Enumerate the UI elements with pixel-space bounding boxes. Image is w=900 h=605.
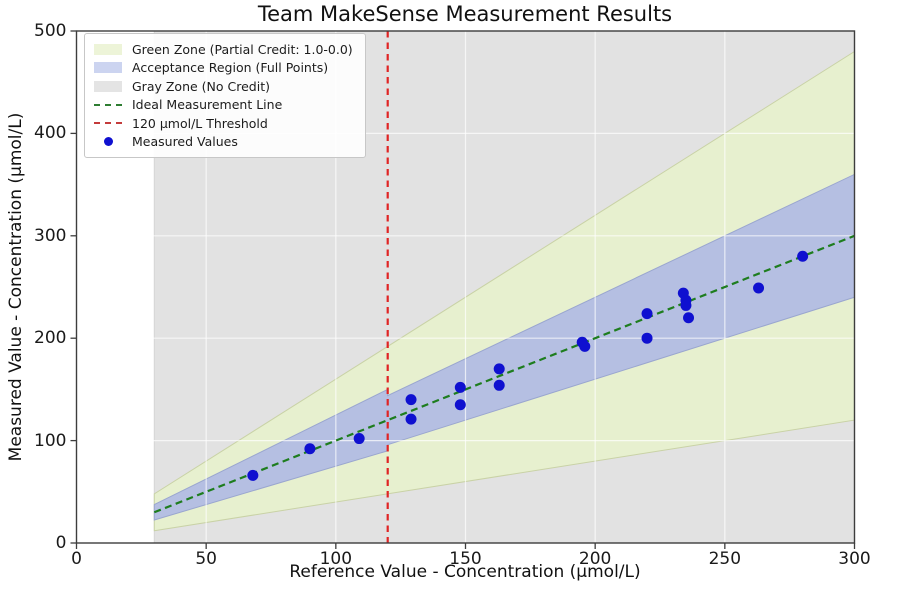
legend-item: Green Zone (Partial Credit: 1.0-0.0) bbox=[93, 40, 353, 59]
x-tick-label: 50 bbox=[195, 549, 217, 569]
y-axis-label: Measured Value - Concentration (μmol/L) bbox=[6, 112, 26, 462]
y-tick-label: 100 bbox=[34, 430, 67, 451]
legend-label: Measured Values bbox=[132, 134, 238, 150]
acceptance-region-swatch bbox=[93, 62, 123, 74]
measured-point bbox=[247, 469, 259, 481]
chart-title: Team MakeSense Measurement Results bbox=[257, 2, 673, 26]
measured-point bbox=[680, 299, 692, 311]
x-tick-label: 200 bbox=[578, 549, 612, 569]
fill-swatch-glyph bbox=[94, 43, 122, 55]
legend-label: Gray Zone (No Credit) bbox=[132, 78, 270, 94]
y-tick-label: 200 bbox=[34, 328, 67, 349]
measured-point bbox=[797, 250, 809, 262]
threshold-line-swatch bbox=[93, 122, 123, 125]
legend-item: 120 μmol/L Threshold bbox=[93, 114, 353, 133]
legend-item: Measured Values bbox=[93, 133, 353, 152]
x-tick-label: 250 bbox=[708, 549, 742, 569]
measured-point bbox=[353, 433, 365, 445]
measured-point bbox=[641, 308, 653, 320]
measured-point bbox=[683, 312, 695, 324]
x-tick-label: 0 bbox=[71, 549, 82, 569]
measured-point bbox=[641, 332, 653, 344]
measured-point bbox=[493, 363, 505, 375]
measured-values-swatch bbox=[93, 137, 123, 147]
x-tick-label: 100 bbox=[319, 549, 353, 569]
x-axis-label: Reference Value - Concentration (μmol/L) bbox=[289, 562, 641, 582]
measured-point bbox=[454, 399, 466, 411]
y-tick-label: 300 bbox=[34, 225, 67, 246]
dash-swatch-glyph bbox=[94, 103, 122, 106]
x-tick-label: 300 bbox=[838, 549, 871, 569]
gray-zone-swatch bbox=[93, 80, 123, 92]
measured-point bbox=[405, 413, 417, 425]
measured-point bbox=[493, 379, 505, 391]
measured-point bbox=[454, 381, 466, 393]
legend-item: Gray Zone (No Credit) bbox=[93, 77, 353, 96]
fill-swatch-glyph bbox=[94, 80, 122, 92]
measured-point bbox=[405, 394, 417, 406]
legend-item: Acceptance Region (Full Points) bbox=[93, 59, 353, 78]
legend-label: Ideal Measurement Line bbox=[132, 97, 283, 113]
dot-swatch-glyph bbox=[103, 137, 113, 147]
legend-label: Green Zone (Partial Credit: 1.0-0.0) bbox=[132, 41, 353, 57]
fill-swatch-glyph bbox=[94, 62, 122, 74]
y-tick-label: 500 bbox=[34, 21, 67, 41]
y-tick-label: 400 bbox=[34, 123, 67, 144]
measured-point bbox=[304, 443, 316, 455]
legend-item: Ideal Measurement Line bbox=[93, 96, 353, 115]
green-zone-swatch bbox=[93, 43, 123, 55]
measured-point bbox=[579, 340, 591, 352]
legend-label: 120 μmol/L Threshold bbox=[132, 115, 268, 131]
measured-point bbox=[753, 282, 765, 294]
ideal-measurement-line bbox=[153, 234, 855, 514]
x-tick-label: 150 bbox=[449, 549, 482, 569]
dash-swatch-glyph bbox=[94, 122, 122, 125]
legend: Green Zone (Partial Credit: 1.0-0.0) Acce… bbox=[84, 33, 366, 158]
ideal-measurement-line-swatch bbox=[93, 103, 123, 106]
legend-label: Acceptance Region (Full Points) bbox=[132, 60, 329, 76]
y-tick-label: 0 bbox=[55, 533, 67, 553]
